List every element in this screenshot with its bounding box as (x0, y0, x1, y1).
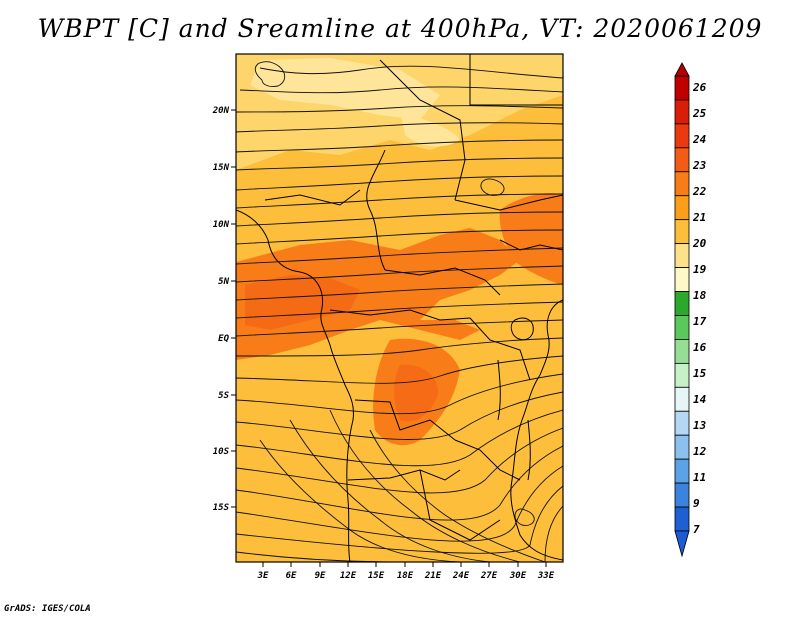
border-chad-cameroon (366, 149, 386, 271)
colorbar-label: 18 (693, 289, 707, 302)
colorbar-label: 23 (692, 159, 707, 172)
colorbar-box (674, 195, 690, 221)
lon-label: 33E (537, 571, 555, 581)
colorbar-box (674, 75, 690, 101)
map-frame (235, 53, 564, 563)
field-22-23-band-west (236, 228, 520, 360)
lon-label: 21E (424, 571, 442, 581)
colorbar-label: 19 (693, 263, 707, 276)
border-ethiopia (499, 239, 563, 251)
border-drc-south (354, 399, 456, 441)
lat-label: EQ (218, 334, 229, 344)
colorbar-box (674, 410, 690, 436)
colorbar-label: 7 (693, 523, 700, 536)
coastline-west (236, 209, 354, 562)
lat-label: 10N (213, 220, 230, 230)
lat-label: 5N (218, 277, 229, 287)
borders (236, 54, 563, 562)
lon-label: 3E (257, 571, 269, 581)
colorbar-box (674, 482, 690, 508)
border-tanzania (469, 317, 531, 381)
colorbar-box (674, 267, 690, 292)
colorbar-label: 20 (692, 237, 707, 250)
field-22-23-band-east (499, 193, 563, 285)
map-title: WBPT [C] and Sreamline at 400hPa, VT: 20… (37, 14, 763, 43)
lat-label: 15S (213, 503, 230, 513)
border-nigeria (264, 189, 361, 206)
colorbar-label: 11 (693, 471, 706, 484)
lat-label: 20N (212, 106, 230, 116)
colorbar-box (674, 362, 690, 388)
lon-label: 12E (340, 571, 357, 581)
lon-label: 24E (452, 571, 470, 581)
colorbar-label: 9 (693, 497, 700, 510)
lat-label: 15N (213, 163, 230, 173)
lat-label: 10S (213, 447, 230, 457)
colorbar-bottom-triangle (674, 530, 690, 558)
colorbar-box (674, 123, 690, 149)
colorbar-box (674, 458, 690, 484)
field-19-20-patch-2 (400, 110, 460, 147)
colorbar-label: 22 (692, 185, 707, 198)
colorbar-label: 21 (692, 211, 706, 224)
wbpt-field (236, 54, 563, 562)
border-car (384, 267, 501, 296)
colorbar-box (674, 171, 690, 197)
colorbar-box (674, 506, 690, 532)
colorbar-label: 15 (693, 367, 707, 380)
colorbar-label: 26 (692, 81, 707, 94)
lon-label: 9E (315, 571, 326, 581)
border-botswana (419, 469, 501, 541)
colorbar: 26 25 24 23 22 21 20 19 18 17 16 15 14 1… (674, 62, 707, 558)
lon-label: 30E (509, 571, 527, 581)
lake-victoria (510, 317, 534, 341)
lon-label: 15E (368, 571, 385, 581)
lat-label: 5S (218, 391, 229, 401)
colorbar-box (674, 315, 690, 340)
colorbar-label: 17 (693, 315, 707, 328)
colorbar-label: 16 (693, 341, 707, 354)
colorbar-label: 13 (693, 419, 707, 432)
lake-tanganyika (497, 359, 501, 421)
colorbar-box (674, 339, 690, 364)
colorbar-label: 25 (692, 107, 707, 120)
colorbar-box (674, 434, 690, 460)
lat-axis: 20N 15N 10N 5N EQ 5S 10S 15S (212, 106, 236, 513)
lake-malawi (527, 419, 531, 481)
border-niger-chad (379, 59, 466, 201)
colorbar-top-triangle (674, 62, 690, 77)
border-congo (329, 309, 471, 321)
colorbar-box (674, 386, 690, 412)
border-zambia (454, 439, 521, 481)
colorbar-box (674, 219, 690, 245)
colorbar-box (674, 147, 690, 173)
lon-label: 27E (480, 571, 498, 581)
field-23-24-core-south (394, 364, 439, 422)
lon-label: 6E (286, 571, 297, 581)
colorbar-label: 12 (693, 445, 707, 458)
colorbar-box (674, 99, 690, 125)
field-19-20-patch (250, 58, 440, 120)
colorbar-box (674, 243, 690, 268)
colorbar-labels: 26 25 24 23 22 21 20 19 18 17 16 15 14 1… (692, 81, 707, 536)
border-sudan (454, 194, 563, 211)
lon-axis: 3E 6E 9E 12E 15E 18E 21E 24E 27E 30E 33E (257, 562, 555, 581)
streamlines (236, 61, 563, 562)
border-libya-egypt-sudan (469, 54, 563, 106)
lon-label: 18E (397, 571, 414, 581)
colorbar-label: 14 (693, 393, 707, 406)
colorbar-label: 24 (692, 133, 707, 146)
coastline-east (510, 299, 563, 561)
colorbar-box (674, 291, 690, 316)
grads-credit: GrADS: IGES/COLA (4, 604, 91, 614)
